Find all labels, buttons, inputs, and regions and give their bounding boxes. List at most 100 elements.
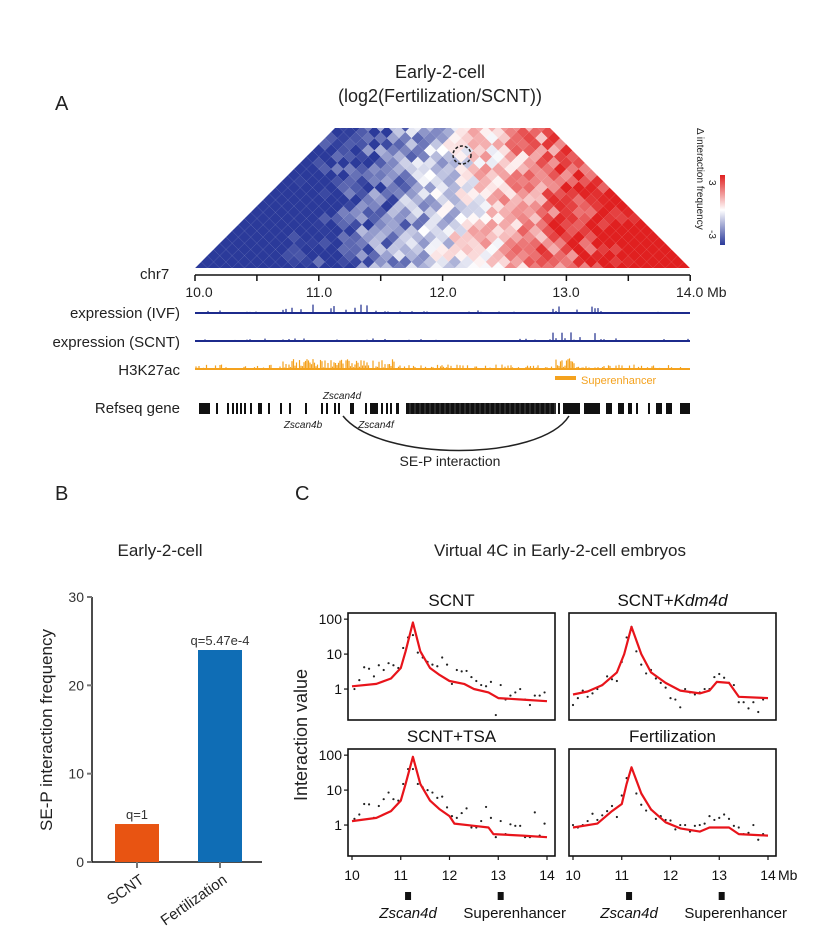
gene-block (370, 403, 378, 414)
track-label-scnt: expression (SCNT) (52, 334, 180, 351)
superenhancer-label: Superenhancer (581, 375, 657, 387)
v4c-point (591, 692, 594, 695)
panel-a-title: Early-2-cell (395, 62, 485, 82)
v4c-ylabel: Interaction value (291, 669, 311, 801)
v4c-point (654, 677, 657, 680)
v4c-point (480, 819, 483, 823)
superenhancer-marker-label: Superenhancer (684, 905, 787, 922)
gene-block (648, 403, 650, 414)
gene-block (365, 403, 367, 414)
v4c-point (353, 817, 356, 820)
tick-14: 14.0 Mb (676, 284, 727, 300)
v4c-point (402, 782, 405, 786)
v4c-point (757, 710, 760, 714)
v4c-point (494, 836, 497, 839)
v4c-point (752, 701, 755, 704)
v4c-point (499, 683, 502, 687)
genome-axis-ticks (194, 275, 691, 281)
v4c-point (586, 695, 589, 698)
bar-y-tick-label: 30 (68, 589, 84, 605)
superenhancer-marker (497, 892, 504, 900)
v4c-point (450, 815, 454, 818)
bar-x-label: SCNT (104, 871, 147, 908)
v4c-point (499, 819, 502, 823)
panel-a-letter: A (55, 93, 69, 115)
v4c-point (475, 679, 478, 683)
v4c-point (718, 816, 721, 820)
v4c-point (610, 678, 614, 681)
v4c-point (441, 656, 444, 659)
virtual-4c-charts: SCNT 100 10 1 SCNT+Kdm4d SCNT+TSA 100 10 1 10 11 12… (319, 591, 798, 922)
v4c-point (533, 694, 536, 697)
v4c-point (737, 826, 740, 829)
v4c-point (703, 687, 706, 691)
superenhancer-marker-label: Superenhancer (463, 905, 566, 922)
gene-block (305, 403, 307, 414)
v4c-point (543, 822, 546, 825)
gene-block (606, 403, 612, 414)
gene-block (406, 403, 556, 414)
v4c-x-tick-label: 10 (344, 867, 360, 883)
gene-block (563, 403, 580, 414)
v4c-point (363, 666, 366, 669)
v4c-point (674, 828, 677, 831)
v4c-point (645, 672, 648, 675)
colorbar-label: Δ interaction frequency (694, 128, 705, 230)
v4c-point (679, 823, 682, 827)
v4c-point (509, 694, 512, 697)
v4c-point (353, 687, 356, 691)
gene-block (227, 403, 229, 414)
v4c-point (640, 663, 643, 666)
se-p-arc (342, 415, 570, 452)
v4c-point (679, 706, 682, 709)
colorbar-min: -3 (706, 230, 717, 239)
v4c-point (615, 679, 618, 683)
v4c-panel-title-italic: Kdm4d (674, 591, 728, 610)
v4c-point (480, 683, 483, 687)
v4c-point (431, 791, 434, 794)
v4c-panel-title-plain: SCNT+ (617, 591, 673, 610)
v4c-point (615, 815, 618, 819)
v4c-point (367, 803, 371, 806)
v4c-point (747, 707, 750, 710)
gene-block (240, 403, 242, 414)
v4c-y-tick-label: 10 (326, 646, 342, 662)
chrom-label: chr7 (140, 266, 169, 283)
v4c-title: Virtual 4C in Early-2-cell embryos (434, 541, 686, 560)
v4c-curve (351, 621, 548, 703)
gene-block (656, 403, 662, 414)
v4c-curve (351, 755, 548, 839)
v4c-point (571, 703, 575, 707)
v4c-point (635, 792, 638, 795)
gene-block (280, 403, 282, 414)
v4c-point (718, 672, 721, 676)
v4c-panel-box (568, 612, 777, 721)
bar-annotation: q=5.47e-4 (191, 633, 250, 648)
v4c-point (377, 664, 380, 667)
v4c-point (727, 817, 731, 820)
v4c-panel-box (568, 748, 777, 857)
interaction-heatmap (195, 128, 690, 268)
v4c-point (514, 691, 517, 694)
bar-fertilization (198, 650, 242, 862)
v4c-x-tick-label: 10 (565, 867, 581, 883)
v4c-point (713, 675, 716, 679)
v4c-point (601, 814, 604, 817)
v4c-point (436, 665, 439, 668)
v4c-point (693, 824, 696, 827)
v4c-point (416, 651, 419, 654)
v4c-point (747, 831, 750, 834)
v4c-point (742, 701, 745, 704)
v4c-point (377, 804, 380, 808)
genome-tracks (195, 304, 690, 415)
v4c-point (509, 823, 512, 826)
v4c-point (703, 822, 706, 825)
v4c-point (576, 697, 579, 700)
gene-block (390, 403, 392, 414)
v4c-point (519, 824, 522, 827)
v4c-point (732, 683, 735, 687)
v4c-point (586, 819, 589, 823)
v4c-point (387, 662, 390, 665)
v4c-curve (572, 766, 769, 837)
